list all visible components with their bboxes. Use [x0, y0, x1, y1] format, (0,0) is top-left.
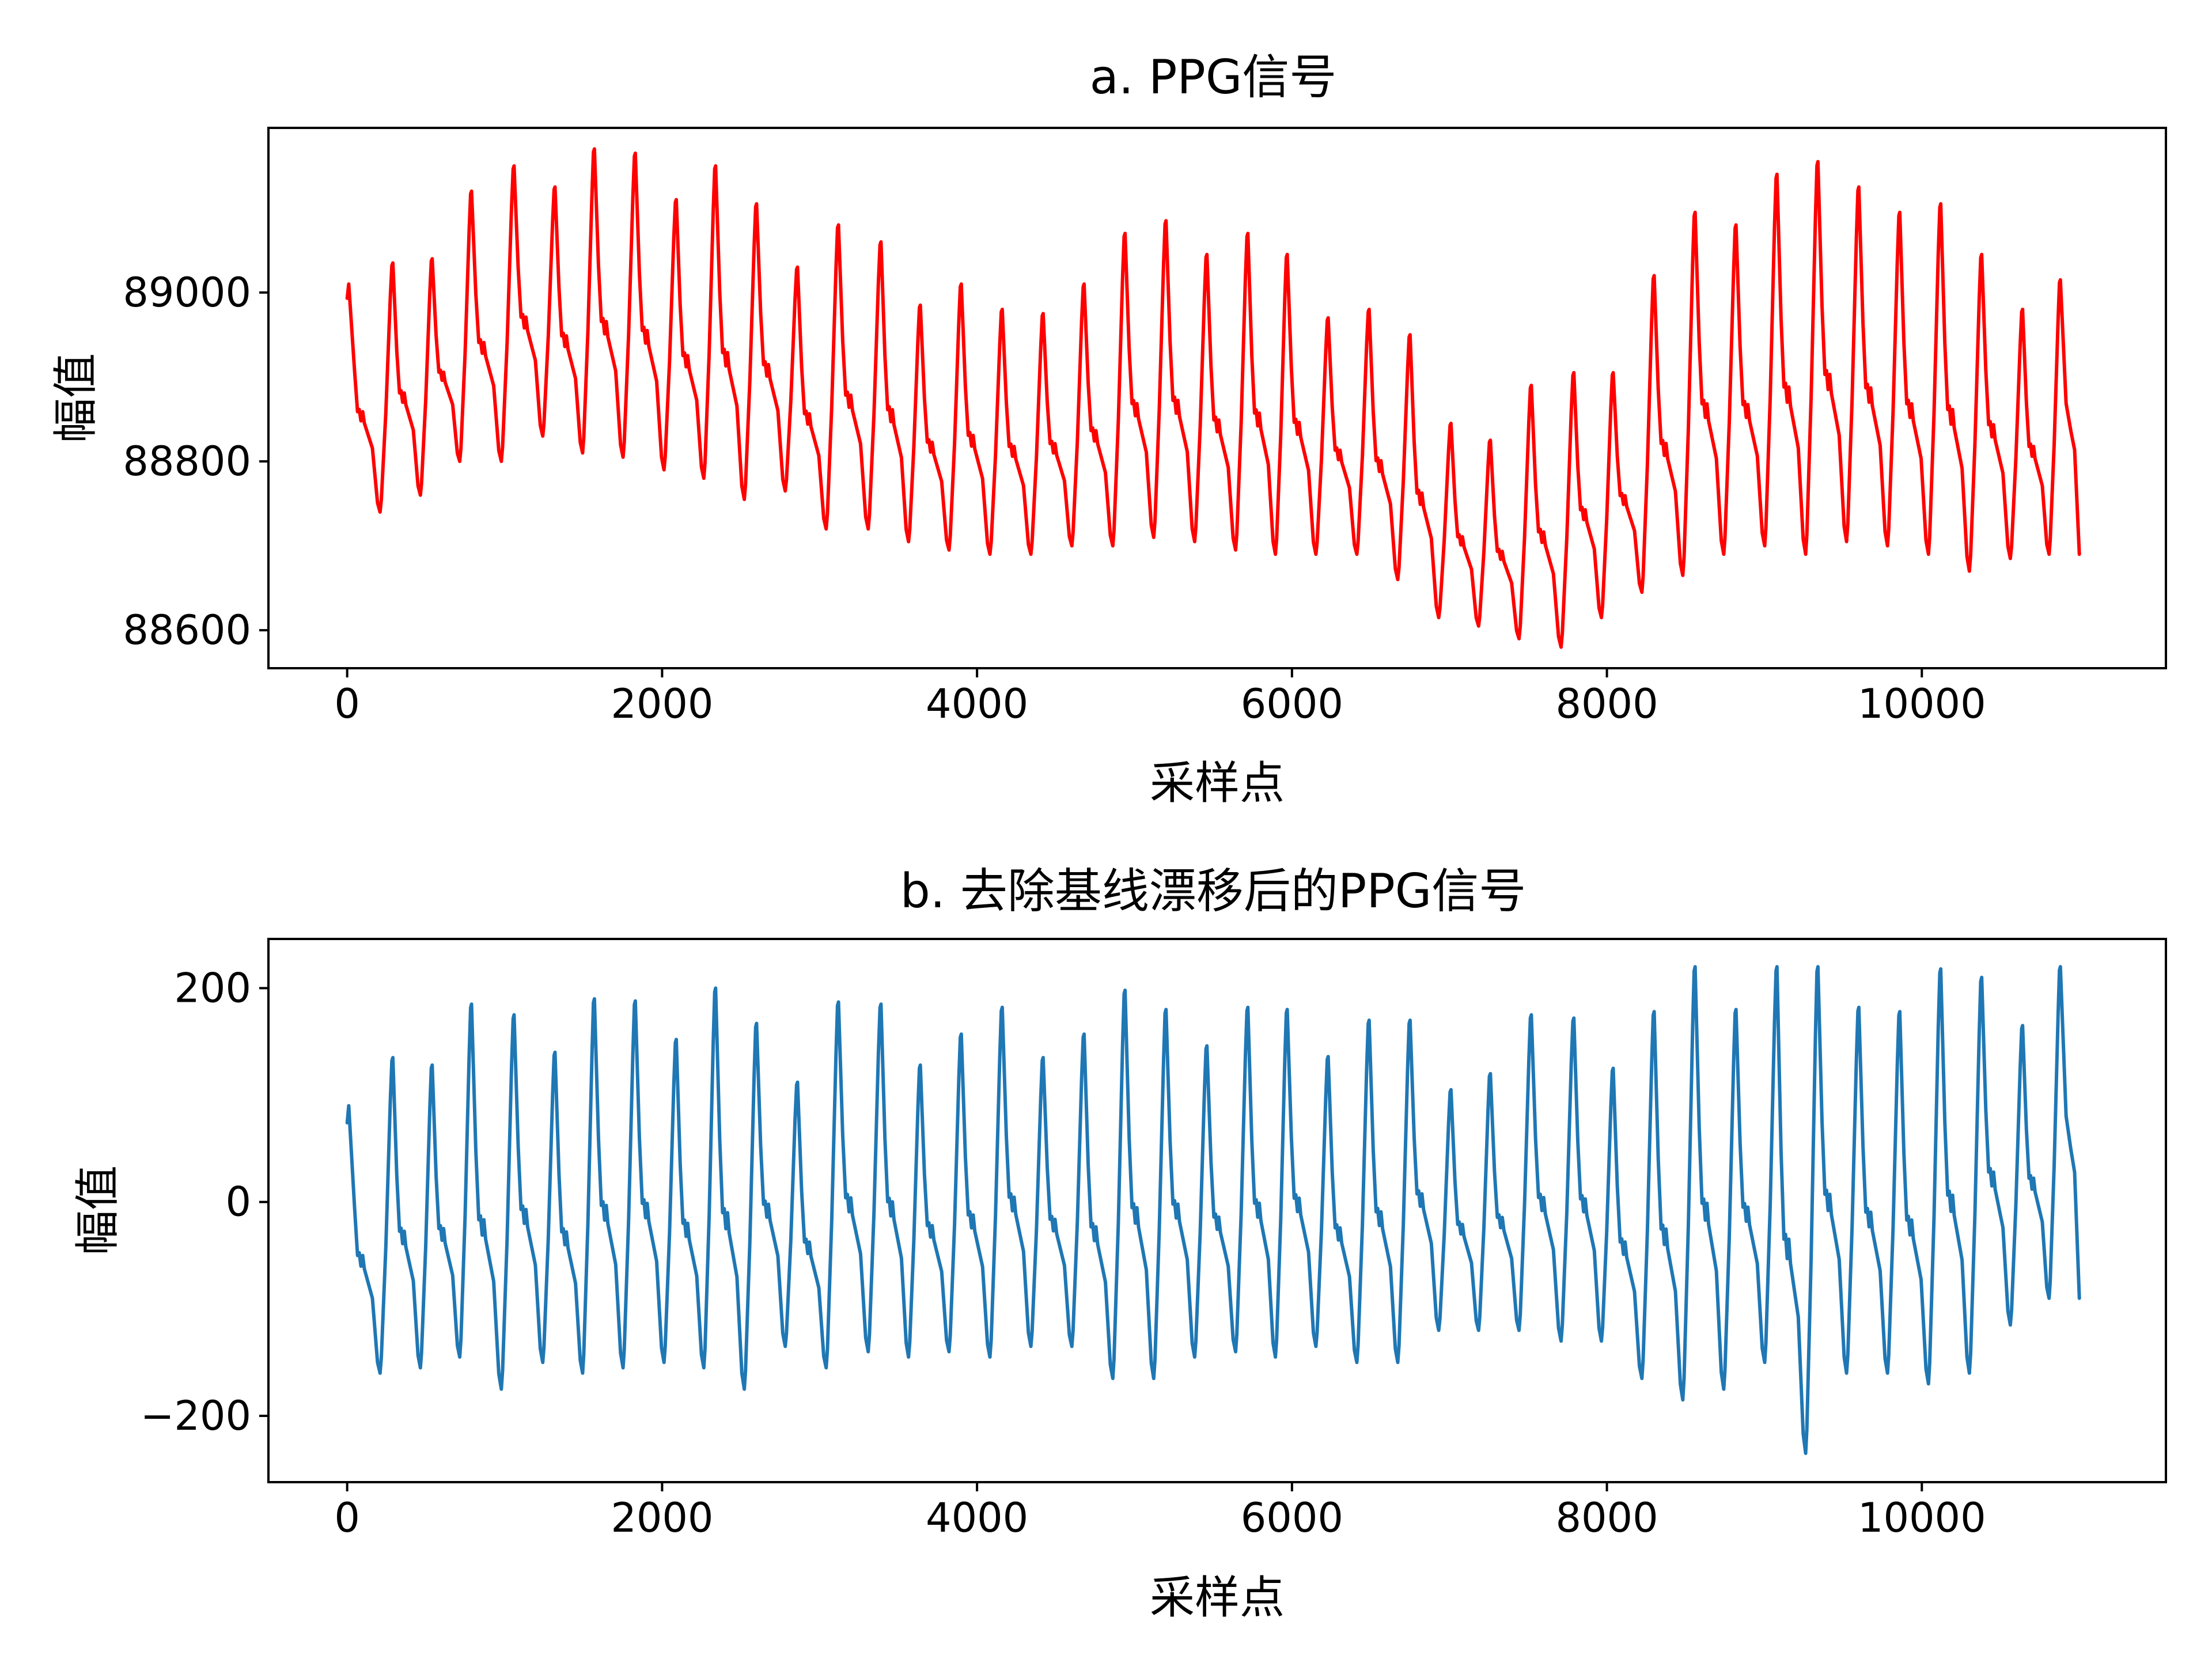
x-ticks-a: 0 2000 4000 6000 8000 10000 — [334, 668, 1986, 728]
x-tick-label-b: 6000 — [1241, 1494, 1343, 1541]
x-tick-label-a: 10000 — [1858, 680, 1986, 728]
y-ticks-a: 88600 88800 89000 — [123, 269, 268, 654]
x-tick-label-a: 6000 — [1241, 680, 1343, 728]
x-tick-label-b: 8000 — [1555, 1494, 1658, 1541]
x-axis-label-b: 采样点 — [1150, 1572, 1285, 1624]
series-line-a — [345, 147, 2081, 649]
x-ticks-b: 0 2000 4000 6000 8000 10000 — [334, 1482, 1986, 1541]
x-tick-label-a: 2000 — [611, 680, 713, 728]
series-lines-a — [345, 147, 2081, 649]
y-tick-label-b: −200 — [141, 1392, 251, 1440]
y-tick-label-a: 88800 — [123, 438, 251, 485]
plot-frame-a — [267, 127, 2167, 669]
y-ticks-b: −200 0 200 — [141, 964, 268, 1440]
y-tick-label-b: 0 — [225, 1179, 251, 1226]
x-tick-label-b: 10000 — [1858, 1494, 1986, 1541]
chart-panel-a: a. PPG信号 0 2000 4000 6000 8000 10000 88600 888… — [50, 50, 2167, 809]
x-axis-label-a: 采样点 — [1150, 757, 1285, 809]
y-axis-label-a: 幅值 — [50, 353, 102, 443]
y-axis-label-b: 幅值 — [72, 1165, 124, 1255]
y-tick-label-b: 200 — [174, 964, 251, 1012]
y-tick-label-a: 89000 — [123, 269, 251, 316]
series-line-b — [345, 965, 2081, 1455]
chart-title-b: b. 去除基线漂移后的PPG信号 — [900, 864, 1527, 919]
y-tick-label-a: 88600 — [123, 607, 251, 654]
plot-frame-b — [267, 938, 2167, 1483]
x-tick-label-b: 4000 — [926, 1494, 1028, 1541]
x-tick-label-b: 0 — [334, 1494, 360, 1541]
x-tick-label-a: 4000 — [926, 680, 1028, 728]
x-tick-label-a: 0 — [334, 680, 360, 728]
x-tick-label-a: 8000 — [1555, 680, 1658, 728]
series-lines-b — [345, 965, 2081, 1455]
chart-panel-b: b. 去除基线漂移后的PPG信号 0 2000 4000 6000 8000 10000 … — [72, 864, 2167, 1624]
chart-title-a: a. PPG信号 — [1090, 50, 1337, 105]
x-tick-label-b: 2000 — [611, 1494, 713, 1541]
